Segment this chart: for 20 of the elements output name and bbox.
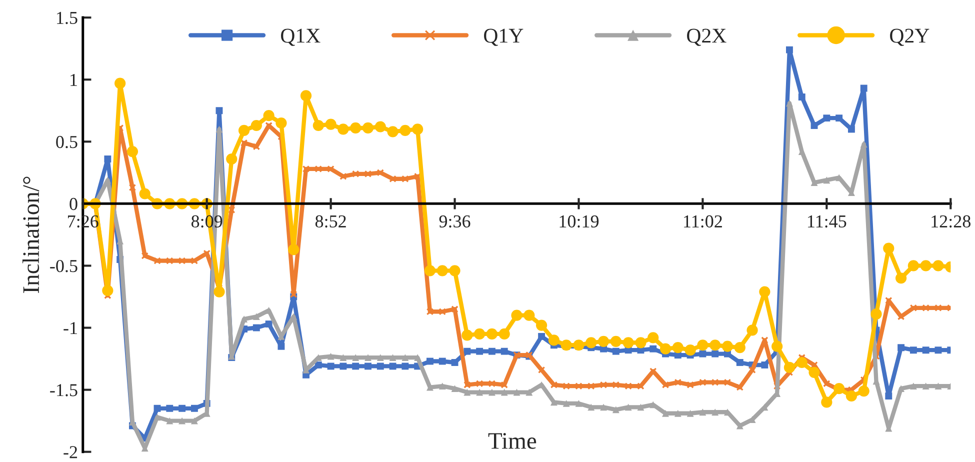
y-axis-title: Inclination/° bbox=[22, 176, 40, 293]
y-tick-label: -1.5 bbox=[50, 384, 78, 396]
y-tick-label: 1 bbox=[70, 74, 77, 86]
y-tick-label: 0.5 bbox=[56, 136, 78, 148]
y-tick-label: -0.5 bbox=[50, 260, 78, 272]
x-axis-title: Time bbox=[488, 433, 536, 449]
x-tick-label: 8:52 bbox=[315, 215, 346, 228]
legend-label: Q2X bbox=[687, 28, 726, 46]
x-tick-label: 9:36 bbox=[439, 215, 470, 228]
legend-label: Q1X bbox=[281, 28, 320, 46]
x-tick-label: 11:45 bbox=[808, 215, 846, 228]
y-tick-label: 1.5 bbox=[57, 12, 78, 24]
x-tick-label: 11:02 bbox=[684, 215, 722, 228]
y-tick-label: -1 bbox=[64, 322, 77, 334]
legend-label: Q1Y bbox=[484, 28, 524, 46]
y-tick-label: 0 bbox=[70, 198, 78, 210]
x-tick-label: 12:28 bbox=[932, 215, 970, 228]
y-tick-label: -2 bbox=[64, 446, 78, 458]
legend-label: Q2Y bbox=[890, 28, 930, 46]
x-tick-label: 10:19 bbox=[560, 215, 599, 228]
